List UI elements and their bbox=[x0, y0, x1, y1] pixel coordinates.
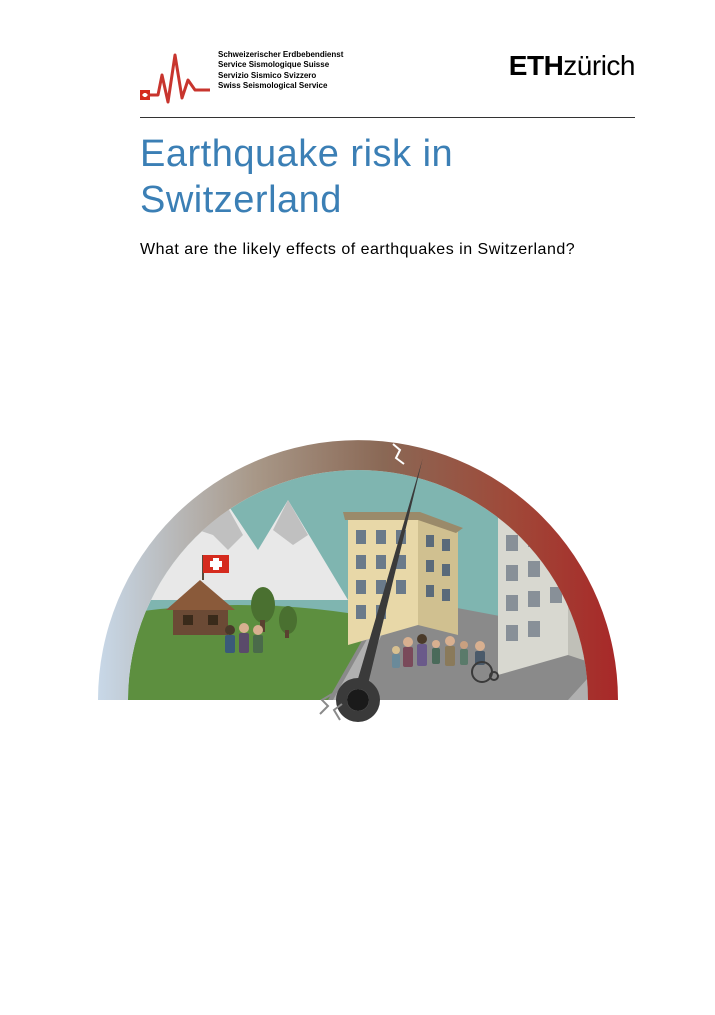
gauge-illustration bbox=[88, 420, 628, 740]
divider bbox=[140, 117, 635, 118]
sed-line: Servizio Sismico Svizzero bbox=[218, 71, 343, 81]
header: Schweizerischer Erdbebendienst Service S… bbox=[140, 50, 635, 105]
sed-logo: Schweizerischer Erdbebendienst Service S… bbox=[140, 50, 343, 105]
page-subtitle: What are the likely effects of earthquak… bbox=[140, 239, 635, 261]
sed-line: Service Sismologique Suisse bbox=[218, 60, 343, 70]
eth-logo: ETHzürich bbox=[509, 50, 635, 82]
eth-light-part: zürich bbox=[563, 50, 635, 81]
eth-bold-part: ETH bbox=[509, 50, 564, 81]
gauge-svg bbox=[88, 420, 628, 740]
sed-line: Schweizerischer Erdbebendienst bbox=[218, 50, 343, 60]
sed-text-block: Schweizerischer Erdbebendienst Service S… bbox=[218, 50, 343, 92]
page-title: Earthquake risk in Switzerland bbox=[140, 132, 635, 223]
sed-line: Swiss Seismological Service bbox=[218, 81, 343, 91]
seismograph-icon bbox=[140, 50, 210, 105]
